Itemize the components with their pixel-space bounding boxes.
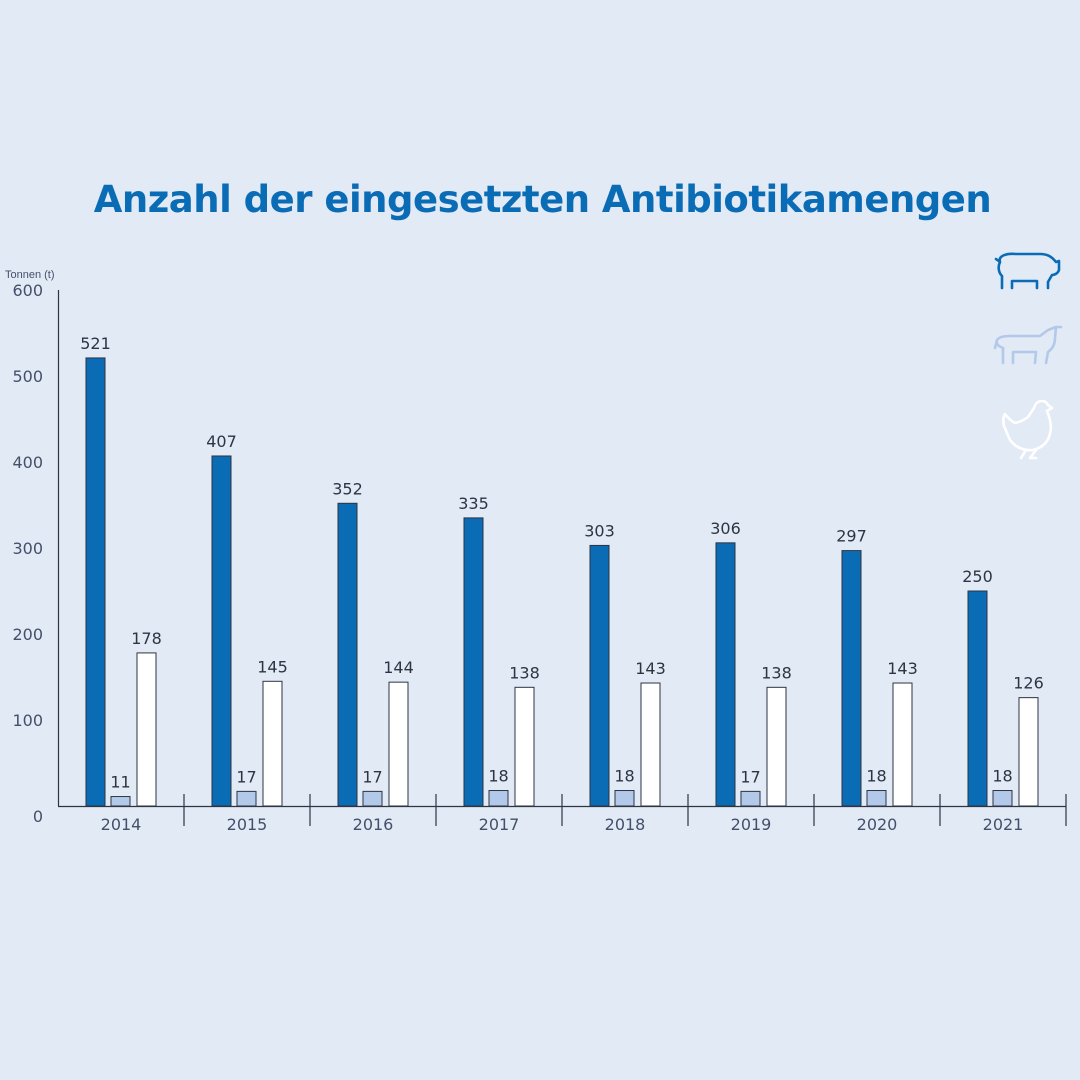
bar-chicken-2020 (892, 682, 913, 807)
value-label: 17 (362, 767, 382, 786)
y-tick-labels: 0 100 200 300 400 500 600 (12, 281, 43, 826)
bar-cow-2019 (740, 790, 761, 807)
chicken-icon (1002, 399, 1054, 460)
value-label: 143 (635, 659, 666, 678)
category-label: 2021 (983, 815, 1024, 834)
category-label: 2018 (605, 815, 646, 834)
value-labels: 521 407 352 335 303 306 297 250 11 17 17 18 18 17 18 18… (80, 334, 1044, 792)
value-label: 306 (710, 519, 741, 538)
category-label: 2016 (353, 815, 394, 834)
cow-icon (993, 325, 1063, 365)
category-label: 2019 (731, 815, 772, 834)
bar-cow-2020 (866, 790, 887, 807)
value-label: 303 (584, 521, 615, 540)
bar-cow-2015 (236, 790, 257, 807)
bar-pig-2014 (85, 357, 106, 807)
bar-pig-2017 (463, 517, 484, 807)
category-label: 2017 (479, 815, 520, 834)
value-label: 297 (836, 527, 867, 546)
bar-pig-2018 (589, 544, 610, 807)
value-label: 11 (110, 773, 130, 792)
bar-chicken-2019 (766, 686, 787, 807)
bar-chicken-2016 (388, 681, 409, 807)
bar-cow-2018 (614, 790, 635, 807)
bar-cow-2016 (362, 790, 383, 807)
value-label: 18 (992, 767, 1012, 786)
bars (85, 357, 1039, 807)
category-dividers (183, 794, 1067, 826)
pig-icon (994, 252, 1061, 290)
value-label: 250 (962, 567, 993, 586)
value-label: 178 (131, 629, 162, 648)
value-label: 335 (458, 494, 489, 513)
value-label: 17 (236, 767, 256, 786)
bar-cow-2014 (110, 796, 131, 807)
value-label: 521 (80, 334, 111, 353)
value-label: 18 (866, 767, 886, 786)
y-tick-label: 500 (12, 367, 43, 386)
chart-title: Anzahl der eingesetzten Antibiotikamenge… (93, 178, 992, 221)
bar-chicken-2018 (640, 682, 661, 807)
y-tick-label: 200 (12, 625, 43, 644)
category-label: 2020 (857, 815, 898, 834)
value-label: 138 (509, 663, 540, 682)
y-tick-label: 0 (33, 807, 43, 826)
bar-pig-2021 (967, 590, 988, 807)
bar-pig-2020 (841, 550, 862, 807)
value-label: 138 (761, 663, 792, 682)
value-label: 18 (488, 767, 508, 786)
value-label: 143 (887, 659, 918, 678)
value-label: 18 (614, 767, 634, 786)
bar-chicken-2021 (1018, 697, 1039, 807)
bar-pig-2019 (715, 542, 736, 807)
y-tick-label: 400 (12, 453, 43, 472)
bar-chicken-2015 (262, 680, 283, 807)
value-label: 407 (206, 432, 237, 451)
value-label: 145 (257, 657, 288, 676)
bar-chicken-2014 (136, 652, 157, 807)
bar-pig-2016 (337, 502, 358, 807)
y-axis-title: Tonnen (t) (5, 269, 55, 281)
bar-cow-2017 (488, 790, 509, 807)
bar-pig-2015 (211, 455, 232, 807)
value-label: 144 (383, 658, 414, 677)
bar-cow-2021 (992, 790, 1013, 807)
value-label: 126 (1013, 674, 1044, 693)
bar-chicken-2017 (514, 686, 535, 807)
value-label: 352 (332, 479, 363, 498)
category-label: 2014 (101, 815, 142, 834)
category-label: 2015 (227, 815, 268, 834)
category-labels: 2014 2015 2016 2017 2018 2019 2020 2021 (101, 815, 1024, 834)
y-tick-label: 600 (12, 281, 43, 300)
legend (993, 252, 1063, 460)
y-tick-label: 100 (12, 711, 43, 730)
y-tick-label: 300 (12, 539, 43, 558)
value-label: 17 (740, 767, 760, 786)
